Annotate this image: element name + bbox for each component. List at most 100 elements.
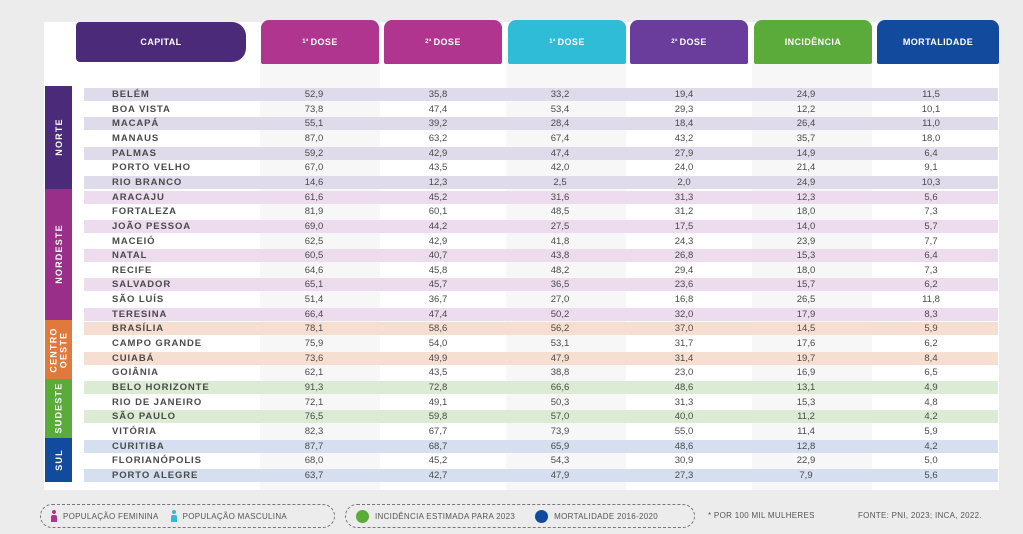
cell-f2: 40,7 <box>428 250 448 262</box>
capital-name: RECIFE <box>112 264 153 276</box>
cell-m2: 31,7 <box>674 338 694 350</box>
cell-mort: 7,3 <box>924 264 938 276</box>
cell-m2: 40,0 <box>674 411 694 423</box>
cell-f2: 39,2 <box>428 118 448 130</box>
cell-f1: 78,1 <box>304 323 324 335</box>
cell-f1: 76,5 <box>304 411 324 423</box>
cell-m2: 55,0 <box>674 425 694 437</box>
capital-name: PALMAS <box>112 147 157 159</box>
table-row: SALVADOR 65,1 45,7 36,5 23,6 15,7 6,2 <box>84 278 998 292</box>
table-row: MANAUS 87,0 63,2 67,4 43,2 35,7 18,0 <box>84 132 998 145</box>
capital-name: SÃO LUÍS <box>112 294 165 306</box>
cell-m1: 56,2 <box>550 323 570 335</box>
capital-name: RIO DE JANEIRO <box>112 396 203 408</box>
cell-f1: 69,0 <box>304 220 324 232</box>
cell-inc: 18,0 <box>796 206 816 218</box>
cell-inc: 11,2 <box>797 411 815 423</box>
cell-f1: 75,9 <box>304 338 324 350</box>
dose-number: 1ª <box>549 39 556 45</box>
cell-inc: 16,9 <box>796 367 816 379</box>
cell-inc: 26,5 <box>796 294 816 306</box>
capital-name: ARACAJU <box>112 191 165 203</box>
cell-f1: 67,0 <box>304 162 324 174</box>
mortality-dot-icon <box>535 509 549 523</box>
column-header-m1: 1ª DOSE <box>508 20 626 64</box>
cell-inc: 15,3 <box>796 250 816 262</box>
capital-name: SALVADOR <box>112 279 172 291</box>
cell-inc: 19,7 <box>796 352 816 364</box>
cell-m2: 32,0 <box>674 308 694 320</box>
cell-inc: 24,9 <box>796 176 816 188</box>
column-header-m2: 2ª DOSE <box>630 20 748 64</box>
cell-m1: 28,4 <box>550 118 570 130</box>
cell-f1: 82,3 <box>304 425 324 437</box>
cell-f2: 54,0 <box>428 338 448 350</box>
table-row: FORTALEZA 81,9 60,1 48,5 31,2 18,0 7,3 <box>84 205 998 218</box>
column-header-label: MORTALIDADE <box>902 37 974 47</box>
cell-m1: 73,9 <box>550 425 570 437</box>
cell-inc: 15,3 <box>796 396 816 408</box>
cell-m1: 47,4 <box>550 147 570 159</box>
column-header-capital: CAPITAL <box>76 22 246 62</box>
cell-f1: 64,6 <box>304 264 324 276</box>
mortality-label: MORTALIDADE 2016-2020 <box>554 511 658 521</box>
cell-m1: 41,8 <box>550 235 570 247</box>
table-row: BELO HORIZONTE 91,3 72,8 66,6 48,6 13,1 4,9 <box>84 381 998 394</box>
cell-f2: 45,2 <box>428 191 448 203</box>
cell-inc: 26,4 <box>796 118 816 130</box>
cell-f2: 49,1 <box>428 396 448 408</box>
capital-name: TERESINA <box>112 308 168 320</box>
region-label-sudeste: SUDESTE <box>45 379 72 438</box>
female-person-icon <box>51 510 57 522</box>
cell-mort: 7,7 <box>924 235 938 247</box>
cell-mort: 9,1 <box>924 162 938 174</box>
cell-mort: 6,4 <box>924 250 938 262</box>
cell-mort: 5,6 <box>924 469 938 481</box>
column-header-label: DOSE <box>433 37 461 47</box>
dose-number: 1ª <box>302 39 309 45</box>
table-row: BRASÍLIA 78,1 58,6 56,2 37,0 14,5 5,9 <box>84 322 998 336</box>
cell-mort: 4,2 <box>924 411 938 423</box>
cell-inc: 18,0 <box>796 264 816 276</box>
cell-inc: 17,9 <box>796 308 816 320</box>
cell-f2: 58,6 <box>428 323 448 335</box>
cell-inc: 23,9 <box>796 235 816 247</box>
cell-m1: 42,0 <box>550 162 570 174</box>
cell-inc: 24,9 <box>796 89 816 100</box>
cell-mort: 6,4 <box>924 147 938 159</box>
cell-inc: 14,5 <box>796 323 816 335</box>
cell-inc: 12,8 <box>796 440 816 452</box>
table-row: CUIABÁ 73,6 49,9 47,9 31,4 19,7 8,4 <box>84 351 998 365</box>
capital-name: CUIABÁ <box>112 352 155 364</box>
table-row: RECIFE 64,6 45,8 48,2 29,4 18,0 7,3 <box>84 264 998 277</box>
cell-f1: 60,5 <box>304 250 324 262</box>
cell-mort: 4,2 <box>924 440 938 452</box>
cell-m1: 31,6 <box>550 191 570 203</box>
cell-f1: 62,1 <box>304 367 324 379</box>
cell-inc: 35,7 <box>796 132 816 144</box>
indicator-legend: INCIDÊNCIA ESTIMADA PARA 2023 MORTALIDAD… <box>345 504 695 528</box>
capital-name: MACEIÓ <box>112 235 156 247</box>
cell-f2: 42,9 <box>428 235 448 247</box>
cell-f2: 35,8 <box>428 89 448 100</box>
table-row: BELÉM 52,9 35,8 33,2 19,4 24,9 11,5 <box>84 88 998 101</box>
cell-m1: 53,1 <box>550 338 570 350</box>
capital-name: CAMPO GRANDE <box>112 338 202 350</box>
cell-inc: 17,6 <box>796 338 816 350</box>
cell-f2: 68,7 <box>428 440 448 452</box>
male-label: POPULAÇÃO MASCULINA <box>182 511 288 521</box>
cell-m1: 47,9 <box>550 469 570 481</box>
cell-f1: 72,1 <box>304 396 324 408</box>
capital-name: BELÉM <box>112 89 150 100</box>
incidence-label: INCIDÊNCIA ESTIMADA PARA 2023 <box>375 511 516 521</box>
cell-mort: 4,8 <box>924 396 938 408</box>
cell-f2: 47,4 <box>428 308 448 320</box>
cell-m1: 65,9 <box>550 440 570 452</box>
cell-m2: 31,3 <box>674 396 694 408</box>
incidence-dot-icon <box>356 509 369 523</box>
cell-f2: 63,2 <box>428 132 448 144</box>
cell-f1: 59,2 <box>304 147 324 159</box>
region-label-centro-oeste: CENTRO OESTE <box>45 320 72 379</box>
cell-m2: 29,3 <box>674 103 694 115</box>
cell-m1: 27,5 <box>550 220 570 232</box>
